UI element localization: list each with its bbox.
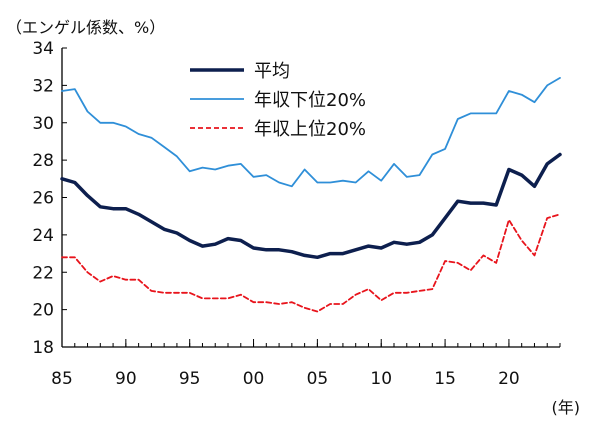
legend-label-high-income: 年収上位20% [254, 119, 366, 140]
x-tick-label: 10 [370, 369, 392, 389]
x-tick-label: 20 [498, 369, 520, 389]
y-tick-label: 28 [32, 151, 54, 171]
y-tick-label: 18 [32, 338, 54, 358]
x-tick-label: 15 [434, 369, 456, 389]
y-tick-label: 32 [32, 76, 54, 96]
x-tick-label: 05 [307, 369, 329, 389]
y-tick-label: 30 [32, 114, 54, 134]
axes: 18 20 22 24 26 28 30 32 34 85 90 95 00 05 10 15 20 [32, 39, 561, 389]
y-tick-label: 34 [32, 39, 54, 59]
y-tick-label: 20 [32, 301, 54, 321]
legend-label-low-income: 年収下位20% [254, 90, 366, 111]
x-tick-label: 95 [179, 369, 201, 389]
series-layer [60, 77, 562, 313]
y-tick-label: 26 [32, 189, 54, 209]
x-tick-label: 90 [115, 369, 137, 389]
y-tick-label: 24 [32, 226, 54, 246]
x-tick-label: 00 [243, 369, 265, 389]
series-line-low-income [61, 77, 561, 188]
legend-label-average: 平均 [254, 61, 290, 82]
y-tick-label: 22 [32, 263, 54, 283]
x-axis-unit-label: (年) [551, 398, 581, 417]
series-line-high-income [61, 213, 561, 313]
y-axis-label: （エンゲル係数、%） [6, 18, 166, 37]
series-line-average [60, 152, 562, 260]
x-tick-label: 85 [51, 369, 73, 389]
